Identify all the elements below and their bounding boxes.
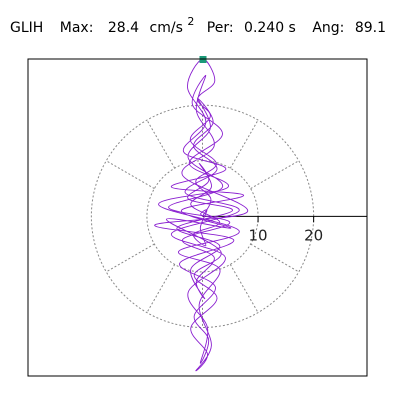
grid-spoke-60: [229, 119, 259, 169]
station-code: GLIH: [10, 20, 43, 36]
max-unit: cm/s: [150, 20, 183, 36]
grid-spoke-30: [250, 160, 300, 189]
axes: 10 20: [202, 215, 367, 244]
period-value: 0.240 s: [244, 20, 296, 36]
chart-header: GLIH Max: 28.4 cm/s 2 Per: 0.240 s Ang: …: [0, 0, 400, 50]
grid-spoke-240: [146, 264, 176, 313]
grid-spoke-300: [229, 264, 259, 313]
period-label: Per:: [207, 20, 234, 36]
x-tick-label-10: 10: [249, 226, 268, 244]
angle-value: 89.1: [355, 20, 386, 36]
header-svg: GLIH Max: 28.4 cm/s 2 Per: 0.240 s Ang: …: [10, 13, 386, 36]
chart-title: GLIH Max: 28.4 cm/s 2 Per: 0.240 s Ang: …: [10, 13, 386, 36]
grid-spoke-120: [146, 119, 176, 169]
angle-label: Ang:: [312, 20, 344, 36]
grid-spoke-330: [250, 243, 300, 273]
plot-frame: [27, 58, 368, 377]
max-label: Max:: [60, 20, 94, 36]
x-tick-label-20: 20: [304, 226, 323, 244]
trace-series-0: [154, 58, 248, 372]
grid-spoke-210: [105, 243, 155, 273]
max-unit-exponent: 2: [187, 15, 194, 28]
grid-spoke-150: [105, 160, 155, 189]
max-value: 28.4: [108, 20, 139, 36]
motion-trace: [154, 58, 248, 372]
